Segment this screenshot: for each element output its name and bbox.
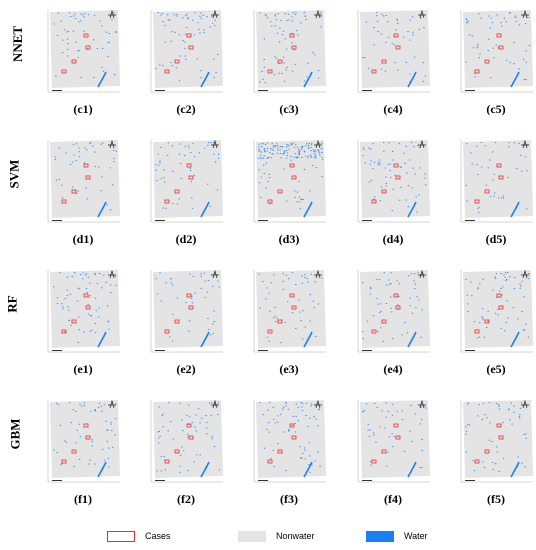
map-panel — [248, 398, 330, 493]
legend-label: Water — [404, 531, 428, 541]
map-panel — [248, 268, 330, 363]
map-panel — [42, 138, 124, 233]
classification-map — [149, 8, 225, 96]
panel-caption: (e4) — [383, 362, 403, 376]
row-label: NNET — [0, 26, 26, 62]
nonwater-area — [360, 140, 430, 218]
row-label: SVM — [0, 160, 26, 189]
map-panel — [145, 138, 227, 233]
nonwater-area — [50, 400, 120, 478]
nonwater-area — [153, 10, 223, 88]
panel-caption: (d4) — [382, 232, 404, 246]
panel-caption: (d1) — [72, 232, 94, 246]
classification-map — [46, 8, 122, 96]
map-panel — [352, 138, 434, 233]
panel-caption: (c2) — [176, 102, 196, 116]
classification-map — [356, 398, 432, 486]
panel-caption: (f3) — [280, 492, 298, 506]
panel-caption: (f5) — [487, 492, 505, 506]
nonwater-area — [50, 270, 120, 348]
nonwater-area — [50, 140, 120, 218]
classification-map — [252, 8, 328, 96]
classification-map — [459, 138, 535, 226]
panel-caption: (e5) — [486, 362, 506, 376]
cases-swatch — [107, 530, 135, 542]
nonwater-swatch — [238, 530, 266, 542]
row-label: RF — [0, 295, 26, 313]
classification-map — [46, 268, 122, 356]
panel-caption: (e3) — [279, 362, 299, 376]
nonwater-area — [360, 10, 430, 88]
nonwater-area — [256, 400, 326, 478]
classification-map — [149, 138, 225, 226]
map-panel — [352, 8, 434, 103]
classification-map — [46, 398, 122, 486]
classification-map — [459, 8, 535, 96]
panel-caption: (e1) — [73, 362, 93, 376]
map-panel — [455, 398, 536, 493]
nonwater-area — [256, 270, 326, 348]
row-label: GBM — [0, 418, 26, 449]
map-panel — [248, 8, 330, 103]
panel-caption: (c4) — [383, 102, 403, 116]
nonwater-area — [256, 10, 326, 88]
map-panel — [455, 8, 536, 103]
panel-caption: (c5) — [486, 102, 506, 116]
classification-map — [252, 138, 328, 226]
panel-caption: (f4) — [384, 492, 402, 506]
classification-map — [252, 398, 328, 486]
map-panel — [352, 398, 434, 493]
nonwater-area — [50, 10, 120, 88]
map-panel — [42, 398, 124, 493]
panel-caption: (c1) — [73, 102, 93, 116]
panel-caption: (d5) — [485, 232, 507, 246]
map-panel — [352, 268, 434, 363]
classification-map — [459, 398, 535, 486]
nonwater-area — [360, 270, 430, 348]
legend-item-nonwater: Nonwater — [238, 526, 315, 546]
legend-item-cases: Cases — [107, 526, 171, 546]
nonwater-area — [463, 400, 533, 478]
panel-caption: (d3) — [278, 232, 300, 246]
nonwater-area — [463, 10, 533, 88]
map-panel — [455, 268, 536, 363]
legend-item-water: Water — [366, 526, 428, 546]
classification-map — [149, 398, 225, 486]
row-label-text: GBM — [7, 418, 23, 450]
water-swatch — [366, 530, 394, 542]
row-label-text: RF — [5, 295, 20, 313]
classification-map — [459, 268, 535, 356]
classification-map — [356, 268, 432, 356]
nonwater-area — [153, 140, 223, 218]
map-panel — [42, 268, 124, 363]
map-panel — [455, 138, 536, 233]
classification-map — [149, 268, 225, 356]
map-panel — [248, 138, 330, 233]
legend-label: Cases — [145, 531, 171, 541]
nonwater-area — [153, 400, 223, 478]
classification-map — [252, 268, 328, 356]
classification-map — [356, 138, 432, 226]
panel-caption: (f2) — [177, 492, 195, 506]
panel-caption: (f1) — [74, 492, 92, 506]
panel-caption: (e2) — [176, 362, 196, 376]
nonwater-area — [153, 270, 223, 348]
classification-map — [46, 138, 122, 226]
legend-label: Nonwater — [276, 531, 315, 541]
map-panel — [145, 268, 227, 363]
row-label-text: SVM — [6, 159, 22, 189]
nonwater-area — [360, 400, 430, 478]
nonwater-area — [256, 140, 326, 218]
panel-caption: (d2) — [175, 232, 197, 246]
panel-caption: (c3) — [279, 102, 299, 116]
classification-map — [356, 8, 432, 96]
map-panel — [42, 8, 124, 103]
nonwater-area — [463, 140, 533, 218]
map-panel — [145, 398, 227, 493]
map-panel — [145, 8, 227, 103]
row-label-text: NNET — [10, 25, 26, 63]
